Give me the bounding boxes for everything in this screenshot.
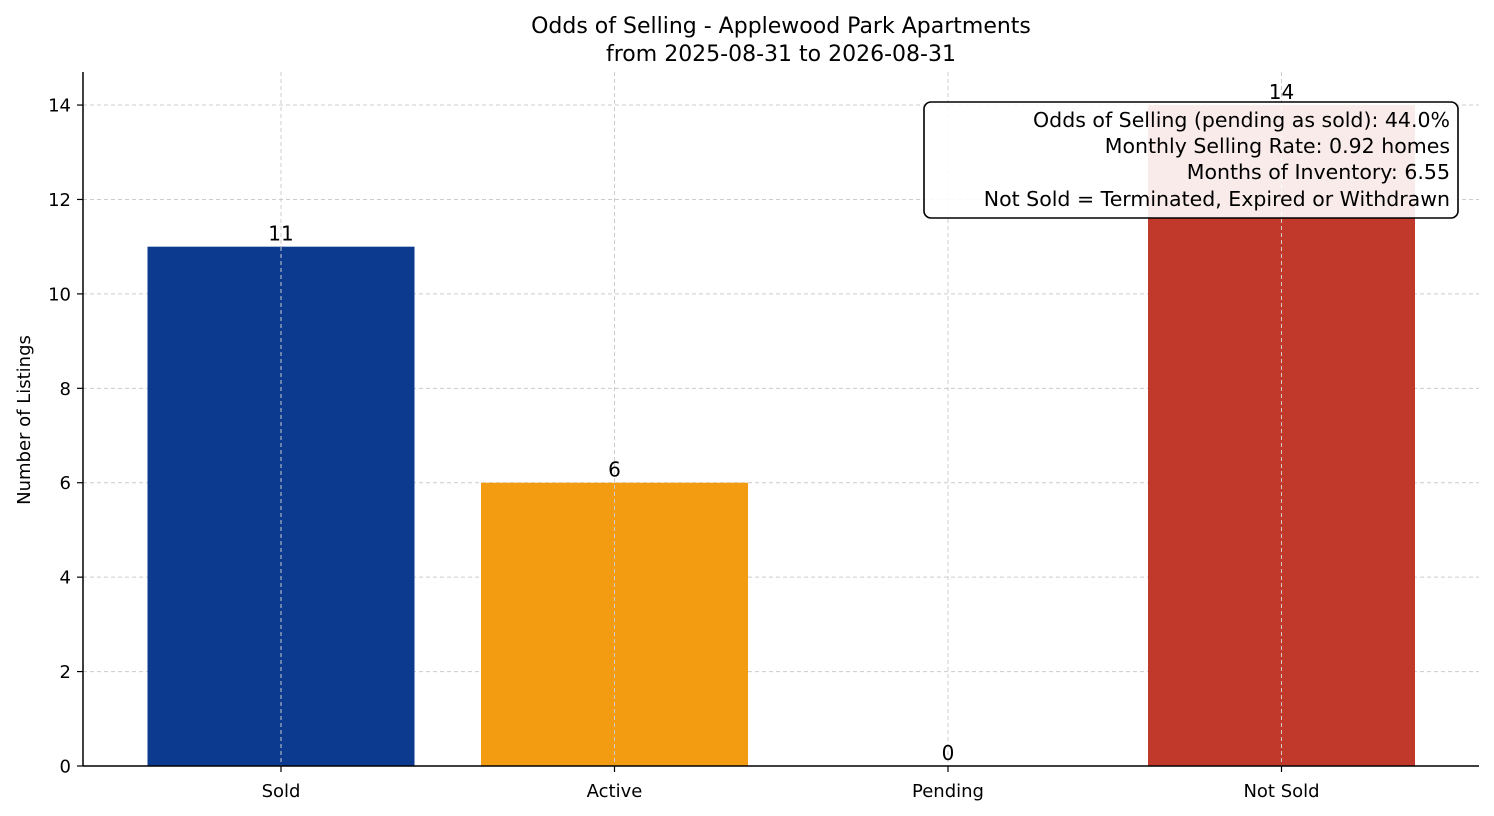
- y-tick-label: 12: [48, 190, 71, 211]
- bar-value-label: 0: [942, 741, 955, 765]
- y-tick-label: 4: [60, 568, 71, 589]
- y-tick-label: 10: [48, 284, 71, 305]
- bar-value-label: 11: [268, 222, 293, 246]
- x-tick-label: Sold: [262, 781, 301, 802]
- annotation-box: Odds of Selling (pending as sold): 44.0%…: [923, 101, 1459, 219]
- chart-title: Odds of Selling - Applewood Park Apartme…: [531, 14, 1031, 39]
- data-label-layer: 11 6 0 14: [268, 80, 1294, 765]
- annotation-line-inventory: Months of Inventory: 6.55: [1187, 160, 1450, 184]
- annotation-frame: [923, 101, 1459, 219]
- axis-layer: 0 2 4 6 8 10 12 14 Sold Active Pending Not Sold: [48, 72, 1479, 802]
- annotation-line-definition: Not Sold = Terminated, Expired or Withdr…: [984, 187, 1450, 211]
- x-tick-label: Active: [587, 781, 643, 802]
- annotation-line-odds: Odds of Selling (pending as sold): 44.0%: [1033, 108, 1450, 132]
- y-tick-label: 6: [60, 473, 71, 494]
- y-tick-label: 14: [48, 96, 71, 117]
- y-tick-label: 0: [60, 757, 71, 778]
- chart-subtitle: from 2025-08-31 to 2026-08-31: [606, 42, 956, 67]
- bar-value-label: 6: [608, 458, 621, 482]
- y-tick-label: 2: [60, 662, 71, 683]
- x-tick-label: Pending: [912, 781, 984, 802]
- x-tick-label: Not Sold: [1243, 781, 1319, 802]
- y-axis-label: Number of Listings: [14, 335, 35, 505]
- y-tick-label: 8: [60, 379, 71, 400]
- annotation-line-rate: Monthly Selling Rate: 0.92 homes: [1105, 134, 1450, 158]
- bar-value-label: 14: [1269, 80, 1294, 104]
